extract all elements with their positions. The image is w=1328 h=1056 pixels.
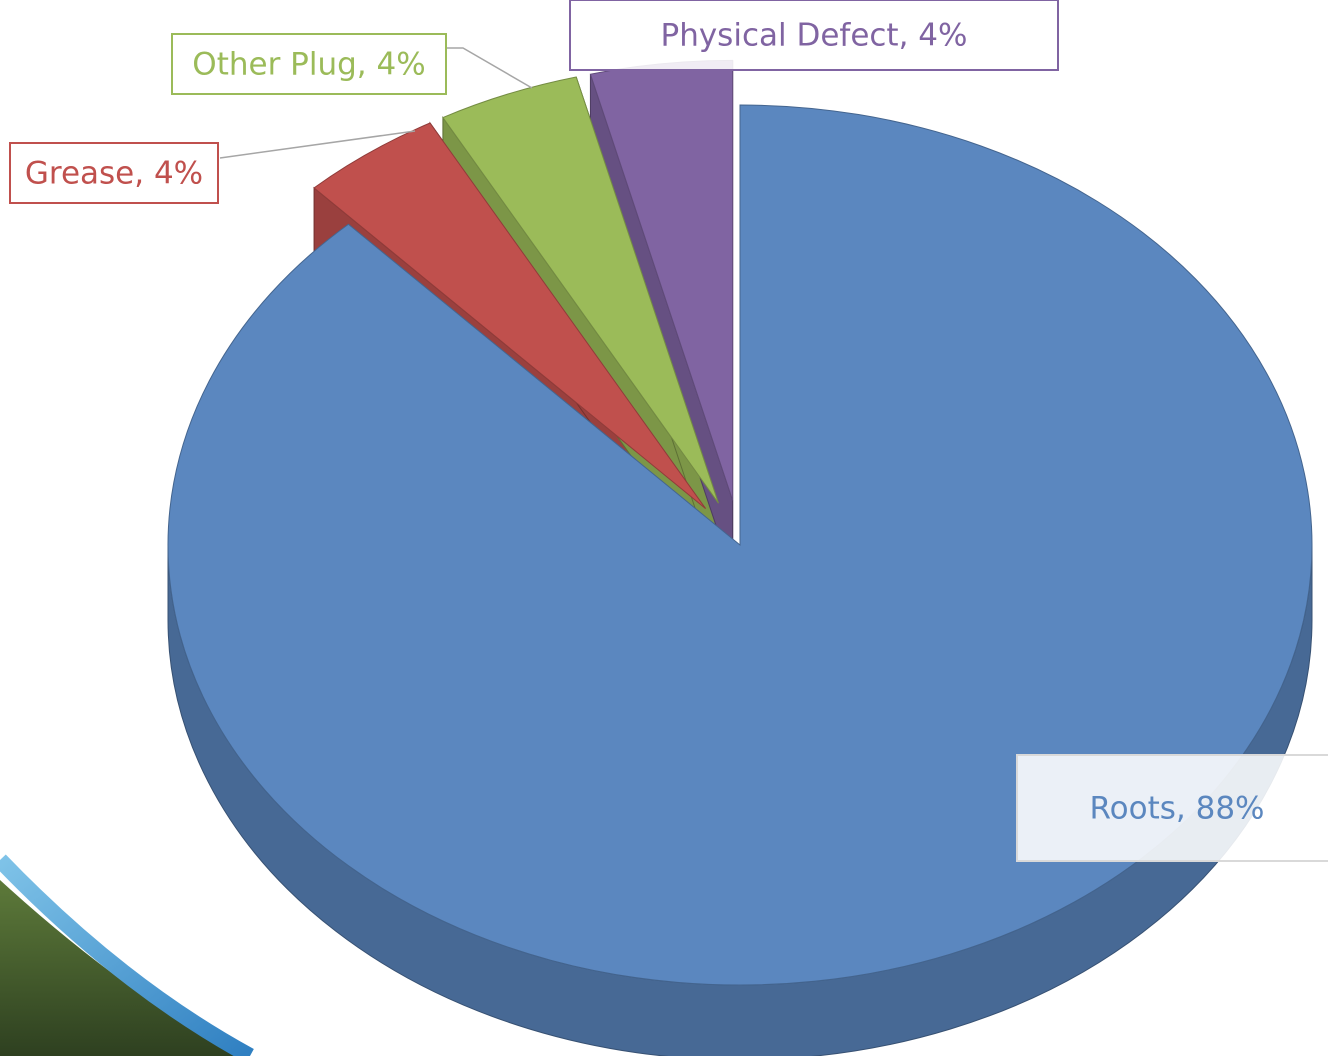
data-label: Other Plug, 4% bbox=[192, 47, 425, 83]
label-box bbox=[9, 142, 219, 204]
pie bbox=[167, 59, 1313, 1056]
label-box bbox=[171, 33, 447, 95]
leader-line bbox=[219, 130, 416, 159]
label-box bbox=[1016, 754, 1328, 862]
slice bbox=[313, 122, 707, 509]
data-label: Physical Defect, 4% bbox=[661, 18, 968, 54]
data-label: Roots, 88% bbox=[1090, 791, 1265, 827]
data-label: Grease, 4% bbox=[25, 156, 203, 192]
slice bbox=[442, 76, 719, 504]
labels: Roots, 88% Grease, 4% Other Plug, 4% Physic… bbox=[9, 0, 1328, 862]
decor-swoosh bbox=[0, 854, 254, 1056]
leader-line bbox=[446, 47, 533, 89]
label-box bbox=[569, 0, 1059, 71]
decor-photo bbox=[0, 880, 240, 1056]
